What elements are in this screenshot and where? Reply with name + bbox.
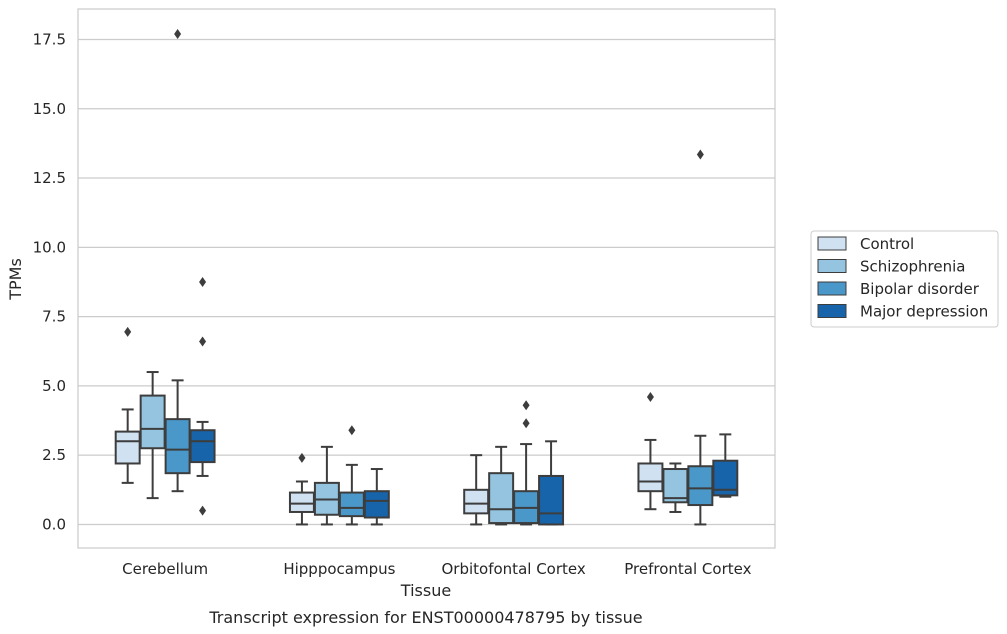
box-bipolar-disorder	[338, 425, 365, 526]
box-bipolar-disorder	[687, 149, 714, 526]
y-tick-label: 10.0	[33, 238, 66, 256]
box-bipolar-disorder	[513, 400, 540, 526]
x-axis-title: Tissue	[400, 581, 451, 600]
x-tick-labels: Cerebellum Hipppocampus Orbitofontal Corte…	[122, 560, 751, 578]
legend-swatch	[817, 236, 847, 251]
y-tick-label: 15.0	[33, 100, 66, 118]
plot-frame	[77, 8, 776, 549]
box-iqr	[637, 462, 664, 493]
outlier-point	[696, 149, 704, 160]
outlier-point	[646, 391, 654, 402]
y-tick-label: 5.0	[42, 377, 66, 395]
x-tick-label: Prefrontal Cortex	[624, 560, 751, 578]
outlier-point	[199, 276, 207, 287]
legend-label: Control	[860, 235, 914, 253]
box-bipolar-disorder	[164, 28, 191, 493]
box-iqr	[114, 430, 141, 465]
box-iqr	[288, 491, 315, 513]
legend: Control Schizophrenia Bipolar disorder Majo…	[810, 230, 999, 328]
box-major-depression	[538, 440, 565, 526]
box-iqr	[338, 491, 365, 518]
box-control	[637, 391, 664, 511]
legend-swatch	[817, 281, 847, 296]
box-control	[288, 452, 315, 526]
outlier-point	[199, 505, 207, 516]
box-iqr	[463, 488, 490, 515]
outlier-point	[522, 418, 530, 429]
outlier-point	[199, 336, 207, 347]
box-major-depression	[363, 468, 390, 526]
y-tick-label: 17.5	[33, 30, 66, 48]
box-iqr	[538, 474, 565, 526]
outlier-point	[298, 452, 306, 463]
box-major-depression	[712, 433, 739, 498]
box-iqr	[363, 490, 390, 519]
box-iqr	[139, 394, 166, 450]
box-iqr	[164, 418, 191, 475]
y-tick-labels: 0.0 2.5 5.0 7.5 10.0 12.5 15.0 17.5	[33, 30, 66, 533]
x-tick-label: Cerebellum	[122, 560, 208, 578]
box-series	[114, 28, 739, 526]
outlier-point	[124, 326, 132, 337]
box-iqr	[488, 472, 515, 525]
outlier-point	[348, 425, 356, 436]
legend-label: Bipolar disorder	[860, 280, 980, 298]
box-control	[114, 326, 141, 484]
legend-label: Schizophrenia	[860, 258, 965, 276]
box-iqr	[687, 465, 714, 507]
y-axis-title: TPMs	[6, 258, 25, 301]
legend-swatch	[817, 304, 847, 318]
box-iqr	[712, 459, 739, 497]
y-tick-label: 0.0	[42, 515, 66, 533]
legend-label: Major depression	[860, 303, 988, 321]
y-tick-label: 12.5	[33, 169, 66, 187]
y-tick-label: 7.5	[42, 308, 66, 326]
x-tick-label: Orbitofontal Cortex	[442, 560, 586, 578]
chart-caption: Transcript expression for ENST0000047879…	[208, 608, 642, 627]
legend-frame	[810, 230, 999, 328]
outlier-point	[522, 400, 530, 411]
box-schizophrenia	[313, 445, 340, 526]
box-iqr	[189, 429, 216, 464]
y-tick-label: 2.5	[42, 446, 66, 464]
x-tick-label: Hipppocampus	[283, 560, 395, 578]
legend-swatch	[817, 259, 847, 273]
box-major-depression	[189, 276, 216, 516]
outlier-point	[174, 28, 182, 39]
